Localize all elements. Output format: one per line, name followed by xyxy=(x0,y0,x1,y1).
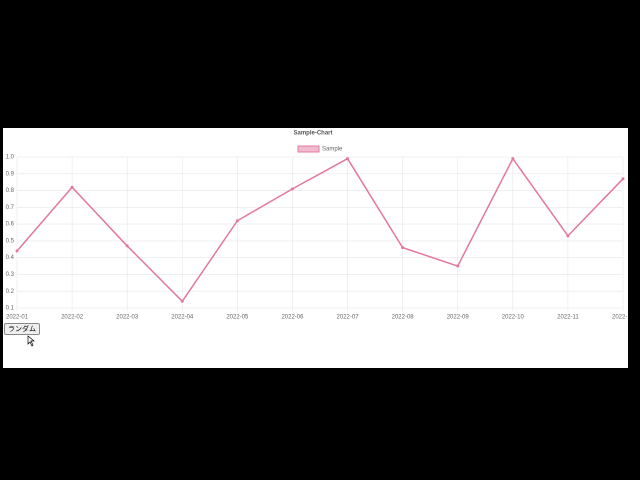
x-tick-label: 2022-10 xyxy=(502,315,525,320)
x-tick-label: 2022-04 xyxy=(171,315,194,320)
x-tick-label: 2022-03 xyxy=(116,315,139,320)
point xyxy=(401,246,405,250)
y-tick-label: 0.6 xyxy=(6,222,15,228)
point xyxy=(566,234,570,238)
y-tick-label: 1.0 xyxy=(6,155,15,161)
point xyxy=(346,157,350,161)
y-tick-label: 0.5 xyxy=(6,238,15,244)
point xyxy=(125,244,129,248)
point xyxy=(511,157,515,161)
x-tick-label: 2022-06 xyxy=(281,315,304,320)
series-line xyxy=(16,157,624,303)
x-tick-label: 2022-12 xyxy=(612,315,628,320)
y-tick-label: 0.2 xyxy=(6,289,15,295)
point xyxy=(180,299,184,303)
chart: Sample-Chart 0.1 0.2 0.3 0.4 0.5 0.6 0.7 0.8 0.9… xyxy=(6,131,628,320)
random-button[interactable]: ランダム xyxy=(4,323,40,335)
legend-swatch xyxy=(297,145,320,153)
x-tick-label: 2022-07 xyxy=(337,315,360,320)
point xyxy=(621,177,625,181)
x-tick-label: 2022-02 xyxy=(61,315,84,320)
y-tick-label: 0.8 xyxy=(6,188,15,194)
y-tick-label: 0.4 xyxy=(6,255,15,261)
y-tick-label: 0.9 xyxy=(6,171,15,177)
y-tick-label: 0.3 xyxy=(6,272,15,278)
point xyxy=(15,249,19,253)
point xyxy=(456,264,460,268)
legend-label: Sample xyxy=(322,147,343,153)
cursor xyxy=(27,335,35,347)
x-tick-label: 2022-11 xyxy=(557,315,579,320)
app-window: Sample-Chart 0.1 0.2 0.3 0.4 0.5 0.6 0.7 0.8 0.9… xyxy=(3,128,628,368)
point xyxy=(70,185,74,189)
y-tick-label: 0.1 xyxy=(6,306,15,312)
x-tick-label: 2022-05 xyxy=(226,315,249,320)
point xyxy=(290,187,294,191)
x-tick-label: 2022-01 xyxy=(6,315,29,320)
chart-title: Sample-Chart xyxy=(293,131,332,137)
x-tick-label: 2022-09 xyxy=(447,315,470,320)
y-tick-label: 0.7 xyxy=(6,205,15,211)
cursor-arrow xyxy=(27,335,35,347)
point xyxy=(235,219,239,223)
x-tick-label: 2022-08 xyxy=(392,315,415,320)
